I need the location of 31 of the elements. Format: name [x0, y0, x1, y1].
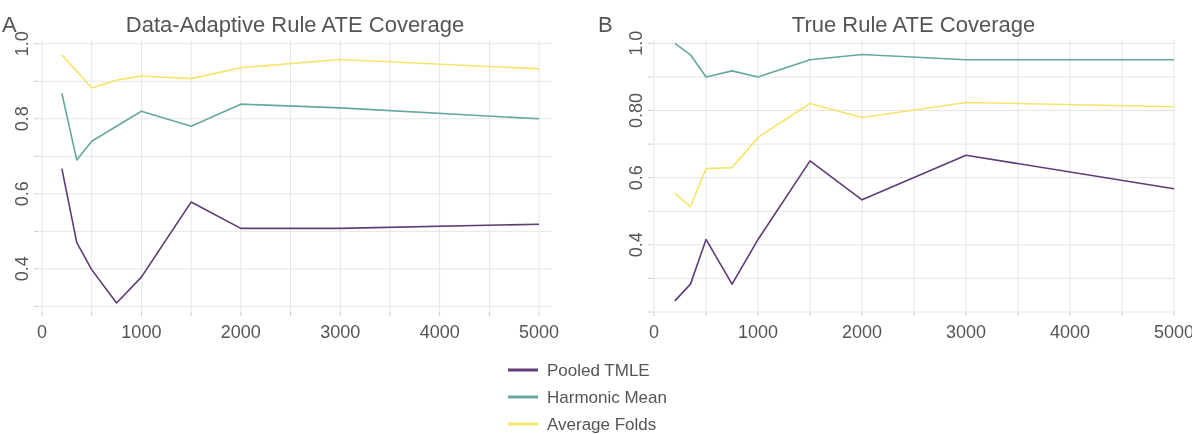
- chart-title: True Rule ATE Coverage: [791, 12, 1036, 37]
- line-series: [61, 92, 540, 161]
- y-tick-label: 0.6: [626, 165, 646, 191]
- line-series: [674, 42, 1175, 78]
- x-tick-label: 2000: [842, 322, 883, 342]
- line-series: [61, 167, 540, 304]
- y-tick-label: 0.80: [626, 93, 646, 129]
- legend-label: Pooled TMLE: [547, 361, 650, 380]
- y-tick-label: 0.8: [12, 106, 32, 132]
- legend-label: Harmonic Mean: [547, 388, 667, 407]
- text: B: [598, 12, 613, 37]
- x-tick-label: 1000: [738, 322, 779, 342]
- x-tick-label: 3000: [945, 322, 987, 342]
- x-tick-label: 4000: [419, 322, 460, 342]
- y-tick-label: 1.0: [12, 31, 32, 57]
- y-tick-label: 1.0: [626, 30, 646, 56]
- y-tick-label: 0.6: [12, 181, 32, 207]
- x-tick-label: 4000: [1049, 322, 1091, 342]
- legend-label: Average Folds: [547, 415, 657, 434]
- y-tick-label: 0.4: [12, 256, 32, 282]
- x-tick-label: 0: [649, 322, 660, 342]
- line-series: [674, 101, 1175, 208]
- x-tick-label: 5000: [519, 322, 560, 342]
- line-series: [674, 154, 1175, 302]
- x-tick-label: 0: [36, 322, 47, 342]
- x-tick-label: 3000: [320, 322, 361, 342]
- chart-title: Data-Adaptive Rule ATE Coverage: [125, 12, 465, 37]
- line-series: [61, 54, 540, 89]
- x-tick-label: 1000: [121, 322, 162, 342]
- y-tick-label: 0.4: [626, 232, 646, 258]
- x-tick-label: 2000: [220, 322, 261, 342]
